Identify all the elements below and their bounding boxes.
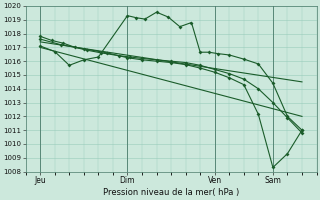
X-axis label: Pression niveau de la mer( hPa ): Pression niveau de la mer( hPa ) — [103, 188, 239, 197]
